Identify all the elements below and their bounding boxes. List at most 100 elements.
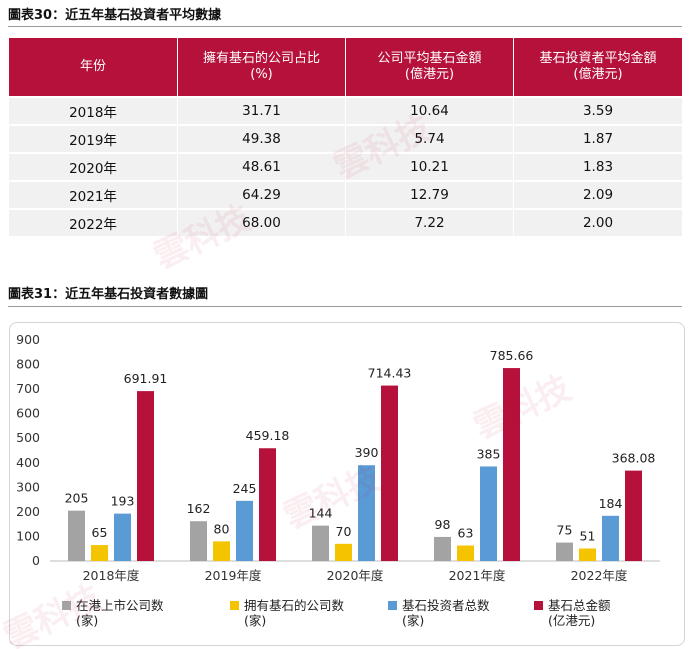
cell-avg-investor-amount: 1.87	[513, 124, 682, 152]
bar	[625, 470, 642, 561]
bar	[213, 541, 230, 561]
x-tick-label: 2019年度	[205, 568, 262, 583]
legend-unit-listed-companies: (家)	[76, 613, 99, 628]
cell-avg-investor-amount: 1.83	[513, 152, 682, 180]
bar	[457, 545, 474, 561]
legend-swatch-cornerstone-amount	[534, 601, 543, 610]
cell-year: 2021年	[9, 180, 177, 208]
table30-title: 圖表30：近五年基石投資者平均數據	[8, 8, 222, 23]
x-tick-label: 2020年度	[327, 568, 384, 583]
data-label: 63	[458, 526, 474, 541]
bar	[358, 465, 375, 561]
data-label: 714.43	[368, 366, 412, 381]
bar	[259, 448, 276, 561]
bar	[91, 545, 108, 561]
bar	[68, 510, 85, 561]
bar	[335, 543, 352, 561]
chart31-title: 圖表31：近五年基石投資者數據圖	[8, 287, 209, 302]
chart-legend: 在港上市公司数 (家) 拥有基石的公司数 (家) 基石投资者总数 (家) 基石总…	[62, 598, 662, 634]
y-tick-label: 300	[16, 479, 40, 494]
data-label: 70	[336, 524, 352, 539]
header-avg-company-amount-line2: (億港元)	[404, 67, 455, 82]
cell-year: 2020年	[9, 152, 177, 180]
header-year: 年份	[9, 38, 177, 96]
y-tick-label: 600	[16, 406, 40, 421]
cell-avg-company-amount: 10.64	[345, 96, 513, 124]
header-cornerstone-share: 擁有基石的公司占比 (%)	[177, 38, 345, 96]
header-avg-investor-amount-line1: 基石投資者平均金額	[539, 51, 657, 66]
y-tick-label: 0	[32, 553, 40, 568]
legend-unit-cornerstone-companies: (家)	[244, 613, 267, 628]
bar	[556, 542, 573, 561]
cell-avg-company-amount: 10.21	[345, 152, 513, 180]
bar	[190, 521, 207, 561]
cell-avg-investor-amount: 3.59	[513, 96, 682, 124]
data-label: 144	[309, 506, 333, 521]
table-row: 2021年 64.29 12.79 2.09	[9, 180, 682, 208]
cell-cornerstone-share: 68.00	[177, 208, 345, 236]
data-label: 245	[233, 481, 257, 496]
x-tick-label: 2018年度	[83, 568, 140, 583]
cell-cornerstone-share: 48.61	[177, 152, 345, 180]
data-label: 75	[557, 523, 573, 538]
table-row: 2020年 48.61 10.21 1.83	[9, 152, 682, 180]
legend-label-cornerstone-investors: 基石投资者总数	[402, 598, 490, 613]
data-label: 80	[214, 521, 230, 536]
data-label: 368.08	[612, 451, 656, 466]
cell-cornerstone-share: 64.29	[177, 180, 345, 208]
header-avg-company-amount-line1: 公司平均基石金額	[377, 51, 482, 66]
bar	[434, 536, 451, 561]
bar	[480, 466, 497, 561]
data-label: 51	[580, 528, 596, 543]
bar	[312, 525, 329, 561]
legend-label-cornerstone-companies: 拥有基石的公司数	[244, 598, 345, 613]
header-avg-investor-amount-line2: (億港元)	[573, 67, 623, 82]
data-label: 184	[599, 496, 623, 511]
header-year-label: 年份	[79, 59, 106, 74]
data-label: 785.66	[490, 348, 534, 363]
x-tick-label: 2021年度	[449, 568, 506, 583]
legend-unit-cornerstone-amount: (亿港元)	[548, 613, 596, 628]
data-label: 98	[435, 517, 451, 532]
header-avg-company-amount: 公司平均基石金額 (億港元)	[345, 38, 513, 96]
bar	[381, 385, 398, 561]
data-label: 193	[111, 494, 135, 509]
cell-cornerstone-share: 49.38	[177, 124, 345, 152]
bar	[602, 515, 619, 561]
cell-avg-investor-amount: 2.09	[513, 180, 682, 208]
cell-avg-investor-amount: 2.00	[513, 208, 682, 236]
data-label: 205	[65, 491, 89, 506]
legend-swatch-listed-companies	[62, 601, 71, 610]
legend-swatch-cornerstone-investors	[388, 601, 397, 610]
data-label: 459.18	[246, 428, 290, 443]
cell-year: 2019年	[9, 124, 177, 152]
header-avg-investor-amount: 基石投資者平均金額 (億港元)	[513, 38, 682, 96]
bar	[579, 548, 596, 561]
data-label: 390	[355, 445, 379, 460]
cell-year: 2018年	[9, 96, 177, 124]
table-row: 2019年 49.38 5.74 1.87	[9, 124, 682, 152]
legend-label-listed-companies: 在港上市公司数	[76, 598, 164, 613]
data-label: 162	[187, 501, 211, 516]
bar	[236, 500, 253, 561]
bar	[137, 391, 154, 561]
chart31-frame	[9, 322, 685, 646]
data-label: 65	[92, 525, 108, 540]
data-label: 385	[477, 446, 501, 461]
cell-cornerstone-share: 31.71	[177, 96, 345, 124]
data-label: 691.91	[124, 371, 168, 386]
x-tick-label: 2022年度	[571, 568, 628, 583]
legend-label-cornerstone-amount: 基石总金额	[548, 598, 611, 613]
legend-swatch-cornerstone-companies	[230, 601, 239, 610]
chart31-title-rule	[8, 306, 682, 307]
y-tick-label: 200	[16, 504, 40, 519]
header-cornerstone-share-line1: 擁有基石的公司占比	[202, 51, 320, 66]
legend-unit-cornerstone-investors: (家)	[402, 613, 425, 628]
table-row: 2022年 68.00 7.22 2.00	[9, 208, 682, 236]
table-row: 2018年 31.71 10.64 3.59	[9, 96, 682, 124]
y-tick-label: 500	[16, 430, 40, 445]
y-tick-label: 100	[16, 528, 40, 543]
table30-header-row: 年份 擁有基石的公司占比 (%) 公司平均基石金額 (億港元) 基石投資者平均金額(…	[9, 38, 682, 96]
header-cornerstone-share-line2: (%)	[250, 67, 273, 82]
